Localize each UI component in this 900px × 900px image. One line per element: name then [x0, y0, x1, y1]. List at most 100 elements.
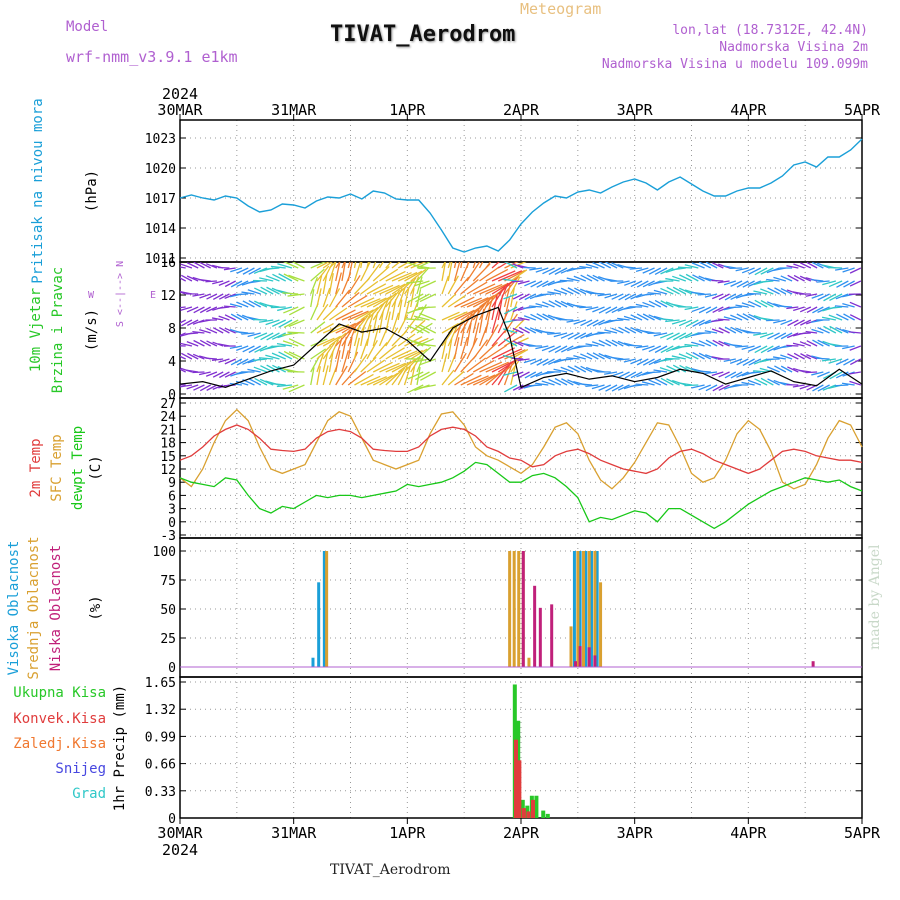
- wind-barb: [193, 384, 205, 391]
- wind-barb: [760, 267, 774, 275]
- wind-barb: [827, 306, 843, 310]
- wind-barb: [212, 327, 224, 334]
- wind-barb: [623, 358, 636, 363]
- wind-barb: [841, 382, 855, 386]
- xtick-label-bottom: 30MAR: [157, 824, 203, 842]
- wind-barb: [403, 287, 410, 308]
- panel-precipitation: 0 0.33 0.66 0.99 1.32 1.65: [145, 676, 863, 827]
- temp-unit: (C): [88, 455, 104, 480]
- wind-barb: [654, 299, 668, 308]
- footer-station: TIVAT_Aerodrom: [330, 862, 451, 878]
- wind-barb: [642, 358, 655, 366]
- wind-barb: [310, 367, 315, 386]
- wind-barb: [665, 277, 680, 282]
- wind-barb: [271, 332, 286, 340]
- wind-barb: [574, 332, 587, 340]
- wind-barb: [192, 319, 205, 325]
- wind-barb: [517, 317, 530, 321]
- wind-barb: [573, 319, 587, 325]
- wind-barb: [529, 327, 543, 334]
- wind-barb: [512, 293, 524, 300]
- wind-barb: [335, 337, 343, 360]
- xtick-label-bottom: 4APR: [730, 824, 767, 842]
- wind-barb: [360, 262, 371, 282]
- wind-barb: [510, 276, 521, 295]
- xtick-label-bottom: 31MAR: [271, 824, 317, 842]
- wind-barb: [193, 306, 205, 314]
- wind-barb: [466, 296, 489, 308]
- wind-barb: [691, 384, 705, 389]
- cloud-bar: [599, 582, 603, 667]
- wind-barb: [385, 327, 399, 347]
- wind-barb: [335, 289, 351, 308]
- wind-barb: [635, 267, 649, 273]
- wind-barb: [806, 262, 818, 269]
- wind-barb: [598, 384, 612, 391]
- wind-barb: [793, 263, 805, 269]
- wind-barb: [642, 301, 655, 308]
- wind-barb: [535, 345, 549, 350]
- wind-barb: [199, 339, 212, 347]
- wind-barb: [772, 356, 786, 360]
- cloud-bar: [578, 646, 582, 667]
- wind-barb: [453, 262, 457, 269]
- wind-barb: [842, 267, 855, 273]
- wind-barbs: [180, 262, 862, 394]
- wind-barb: [260, 286, 274, 295]
- wind-barb: [718, 293, 730, 301]
- wind-barb: [759, 280, 774, 283]
- wind-barb: [518, 371, 530, 379]
- wind-barb: [186, 384, 199, 390]
- wind-barb: [270, 306, 286, 309]
- wind-barb: [503, 284, 511, 308]
- wind-barb: [511, 280, 524, 283]
- wind-barb: [360, 262, 363, 269]
- wind-barb: [800, 262, 812, 269]
- wind-barb: [811, 293, 824, 299]
- wind-barb: [224, 280, 236, 288]
- precip-legend-3: Snijeg: [55, 761, 106, 777]
- wind-barb: [397, 314, 409, 334]
- wind-barb: [410, 287, 415, 308]
- wind-barb: [660, 300, 674, 308]
- wind-barb: [704, 371, 718, 375]
- wind-barb: [242, 267, 255, 275]
- wind-barb: [366, 339, 378, 360]
- wind-barb: [648, 314, 662, 321]
- wind-barb: [287, 331, 305, 334]
- wind-barb: [418, 306, 436, 309]
- wind-barb: [391, 349, 412, 360]
- wind-barb: [186, 341, 199, 347]
- wind-barb: [659, 318, 674, 321]
- wind-barb: [835, 358, 849, 366]
- wind-unit: (m/s): [84, 309, 100, 351]
- wind-barb: [753, 332, 768, 336]
- wind-barb: [548, 345, 562, 353]
- wind-barb: [360, 324, 366, 347]
- wind-barb: [712, 293, 724, 300]
- wind-barb: [181, 274, 193, 282]
- wind-barb: [460, 374, 482, 386]
- wind-barb: [684, 264, 699, 269]
- wind-barb: [310, 276, 318, 295]
- wind-barb: [410, 348, 428, 360]
- wind-barb: [754, 345, 768, 354]
- wind-barb: [397, 271, 418, 282]
- wind-barb: [254, 377, 268, 386]
- wind-barb: [218, 315, 230, 321]
- wind-barb: [586, 274, 599, 282]
- wind-barb: [504, 334, 525, 347]
- wind-barb: [199, 384, 212, 392]
- xtick-label-bottom: 5APR: [844, 824, 881, 842]
- wind-barb: [579, 306, 593, 309]
- wind-barb: [666, 286, 680, 295]
- wind-barb: [322, 274, 328, 295]
- wind-barb: [759, 332, 774, 339]
- wind-barb: [812, 306, 824, 314]
- wind-barb: [554, 299, 568, 308]
- wind-barb: [547, 291, 561, 295]
- cloud-bar: [322, 551, 326, 667]
- wind-barb: [712, 384, 724, 392]
- wind-barb: [397, 299, 403, 321]
- ytick-label: 0: [168, 661, 176, 676]
